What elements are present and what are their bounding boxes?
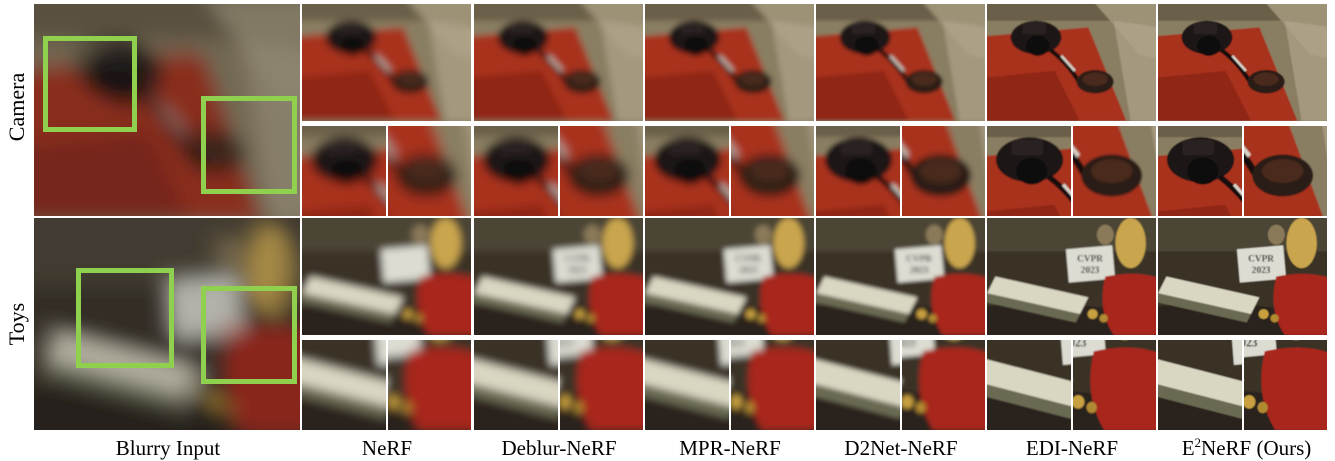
e2nerf-ours-toys-full-view: CVPR 2023 <box>1158 218 1327 335</box>
deblur-nerf-toys-full-view: CVPR 2023 <box>474 218 643 335</box>
deblur-nerf-camera-crop-left <box>474 126 558 216</box>
deblur-nerf-toys-crop-left: CVPR 2023 <box>474 340 558 430</box>
col-label-blurry-input: Blurry Input <box>115 436 221 460</box>
svg-text:CVPR: CVPR <box>564 254 590 264</box>
d2net-nerf-camera-crop-right <box>902 126 985 216</box>
edi-nerf-camera-crop-right <box>1073 126 1156 216</box>
blurry-input-toys <box>34 218 300 430</box>
svg-text:2023: 2023 <box>1073 340 1087 350</box>
highlight-box-camera-1 <box>43 36 137 132</box>
svg-text:CVPR: CVPR <box>906 254 932 264</box>
edi-nerf-camera-full-view <box>987 4 1156 121</box>
highlight-box-toys-2 <box>201 286 297 384</box>
blurry-input-camera <box>34 4 300 216</box>
svg-text:2023: 2023 <box>739 265 758 275</box>
svg-text:2023: 2023 <box>560 340 574 350</box>
nerf-toys-crop-left <box>302 340 386 430</box>
edi-nerf-toys-crop-right: CVPR 2023 <box>1073 340 1156 430</box>
e2nerf-ours-toys-crop-right: CVPR 2023 <box>1244 340 1327 430</box>
d2net-nerf-camera-crop-left <box>816 126 900 216</box>
e2nerf-ours-camera-crop-right <box>1244 126 1327 216</box>
nerf-toys-full-view <box>302 218 471 335</box>
col-label-nerf: NeRF <box>361 436 413 460</box>
highlight-box-toys-1 <box>76 268 174 368</box>
col-label-deblur-nerf: Deblur-NeRF <box>501 436 617 460</box>
d2net-nerf-toys-crop-left: CVPR 2023 <box>816 340 900 430</box>
d2net-nerf-camera-full-view <box>816 4 985 121</box>
svg-text:2023: 2023 <box>910 265 929 275</box>
edi-nerf-camera-crop-left <box>987 126 1071 216</box>
e2nerf-ours-camera-crop-left <box>1158 126 1242 216</box>
e2nerf-ours-camera-full-view <box>1158 4 1327 121</box>
deblur-nerf-camera-full-view <box>474 4 643 121</box>
mpr-nerf-camera-full-view <box>645 4 814 121</box>
mpr-nerf-camera-crop-left <box>645 126 729 216</box>
d2net-nerf-toys-full-view: CVPR 2023 <box>816 218 985 335</box>
col-label-d2net-nerf: D2Net-NeRF <box>844 436 958 460</box>
edi-nerf-toys-full-view: CVPR 2023 <box>987 218 1156 335</box>
nerf-toys-crop-right <box>388 340 471 430</box>
row-label-toys: Toys <box>4 302 29 345</box>
nerf-camera-full-view <box>302 4 471 121</box>
svg-text:CVPR: CVPR <box>1077 254 1103 264</box>
e2nerf-ours-toys-crop-left: CVPR 2023 <box>1158 340 1242 430</box>
col-label-edi-nerf: EDI-NeRF <box>1025 436 1119 460</box>
deblur-nerf-camera-crop-right <box>560 126 643 216</box>
mpr-nerf-toys-crop-left: CVPR 2023 <box>645 340 729 430</box>
nerf-camera-crop-left <box>302 126 386 216</box>
svg-text:2023: 2023 <box>731 340 745 350</box>
col-label-e2nerf-ours: E2NeRF (Ours) <box>1181 435 1312 460</box>
svg-text:2023: 2023 <box>902 340 916 350</box>
mpr-nerf-toys-crop-right: CVPR 2023 <box>731 340 814 430</box>
deblur-nerf-toys-crop-right: CVPR 2023 <box>560 340 643 430</box>
svg-text:2023: 2023 <box>1081 265 1100 275</box>
mpr-nerf-toys-full-view: CVPR 2023 <box>645 218 814 335</box>
edi-nerf-toys-crop-left: CVPR 2023 <box>987 340 1071 430</box>
svg-text:2023: 2023 <box>1244 340 1258 350</box>
mpr-nerf-camera-crop-right <box>731 126 814 216</box>
svg-text:CVPR: CVPR <box>735 254 761 264</box>
svg-text:2023: 2023 <box>568 265 587 275</box>
col-label-mpr-nerf: MPR-NeRF <box>679 436 781 460</box>
svg-text:2023: 2023 <box>1252 265 1271 275</box>
nerf-camera-crop-right <box>388 126 471 216</box>
svg-text:CVPR: CVPR <box>1248 254 1274 264</box>
d2net-nerf-toys-crop-right: CVPR 2023 <box>902 340 985 430</box>
highlight-box-camera-2 <box>201 96 297 194</box>
row-label-camera: Camera <box>4 72 29 141</box>
